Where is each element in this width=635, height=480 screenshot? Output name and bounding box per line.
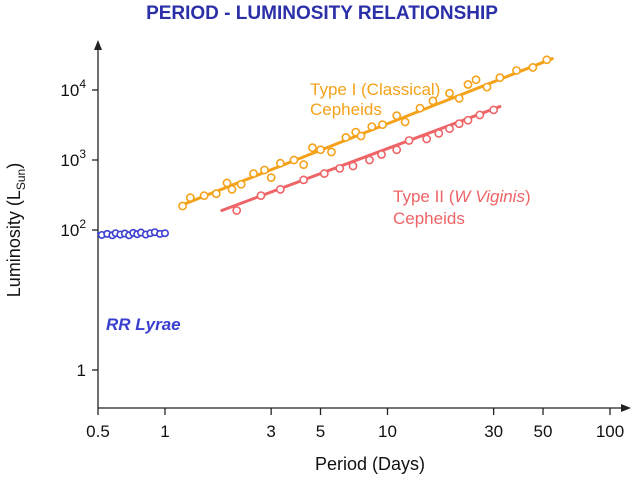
x-tick-label: 3 <box>266 422 275 441</box>
series-rr-lyrae <box>97 228 169 240</box>
type-1-cepheids-point <box>392 111 402 121</box>
type-1-cepheids-point <box>275 158 285 168</box>
type-2-cepheids-point <box>489 105 499 115</box>
type-2-cepheids-point <box>335 163 345 173</box>
type-1-cepheids-point <box>512 66 521 75</box>
type-2-cepheids-point <box>475 110 485 120</box>
x-axis-arrow <box>621 404 631 412</box>
type-1-cepheids-point <box>222 178 232 188</box>
type-2-cepheids-point <box>404 136 414 145</box>
type-1-cepheids-point <box>542 55 552 65</box>
type-1-cepheids-fit-line <box>181 57 554 207</box>
type-1-cepheids-point <box>445 88 454 98</box>
type-1-cepheids-point <box>454 93 464 103</box>
series-type-1-cepheids <box>178 55 554 211</box>
series-label-type-1-cepheids: Type I (Classical) <box>310 80 440 99</box>
series-label-type-2-cepheids: Cepheids <box>393 209 465 228</box>
y-tick-label: 103 <box>60 147 86 170</box>
type-1-cepheids-point <box>260 165 269 175</box>
y-axis-arrow <box>94 40 102 50</box>
type-1-cepheids-point <box>463 80 473 89</box>
y-axis: 1 102 103 104 Luminosity (LSun) <box>4 40 102 408</box>
type-1-cepheids-point <box>528 63 538 72</box>
type-1-cepheids-point <box>378 120 387 130</box>
plot-area <box>97 55 554 240</box>
type-1-cepheids-point <box>471 75 481 85</box>
series-type-2-cepheids <box>220 105 502 215</box>
y-ticks: 1 102 103 104 <box>60 77 98 380</box>
type-2-cepheids-fit-line <box>220 105 502 212</box>
type-2-cepheids-point <box>365 155 374 165</box>
y-tick-label: 104 <box>60 77 86 100</box>
x-tick-label: 100 <box>596 422 624 441</box>
type-1-cepheids-point <box>249 169 258 178</box>
x-tick-label: 30 <box>484 422 503 441</box>
type-1-cepheids-point <box>266 173 276 183</box>
type-2-cepheids-point <box>434 128 444 138</box>
y-tick-label: 102 <box>60 217 86 240</box>
x-tick-label: 1 <box>160 422 169 441</box>
type-1-cepheids-point <box>199 191 209 201</box>
chart-title: PERIOD - LUMINOSITY RELATIONSHIP <box>146 3 498 24</box>
type-1-cepheids-point <box>289 155 299 165</box>
type-1-cepheids-point <box>316 145 325 155</box>
y-axis-title: Luminosity (LSun) <box>4 163 28 297</box>
x-tick-label: 0.5 <box>86 422 110 441</box>
type-2-cepheids-point <box>348 161 358 171</box>
type-2-cepheids-point <box>299 175 309 185</box>
type-2-cepheids-point <box>377 150 386 159</box>
type-1-cepheids-point <box>482 82 492 92</box>
type-1-cepheids-point <box>495 73 505 83</box>
series-label-type-2-cepheids: Type II (W Viginis) <box>393 187 531 206</box>
type-1-cepheids-point <box>299 160 309 169</box>
type-2-cepheids-point <box>454 119 464 129</box>
type-2-cepheids-point <box>392 145 402 155</box>
x-tick-label: 50 <box>534 422 553 441</box>
type-1-cepheids-point <box>341 133 351 142</box>
x-axis-title: Period (Days) <box>315 454 425 474</box>
type-1-cepheids-point <box>185 193 195 203</box>
type-2-cepheids-point <box>256 191 266 201</box>
type-2-cepheids-point <box>422 134 432 144</box>
type-2-cepheids-point <box>319 169 329 178</box>
x-ticks: 0.5 1 3 5 10 30 50 100 <box>86 408 624 441</box>
x-tick-label: 5 <box>316 422 325 441</box>
type-1-cepheids-point <box>428 96 438 106</box>
type-2-cepheids-point <box>463 115 473 125</box>
rr-lyrae-point <box>160 229 169 238</box>
type-1-cepheids-point <box>227 185 237 194</box>
type-2-cepheids-point <box>232 206 242 215</box>
series-label-rr-lyrae: RR Lyrae <box>106 315 181 334</box>
x-tick-label: 10 <box>378 422 397 441</box>
type-1-cepheids-point <box>415 103 425 113</box>
type-2-cepheids-point <box>445 124 454 134</box>
type-1-cepheids-point <box>367 122 377 132</box>
type-2-cepheids-point <box>275 185 285 194</box>
type-1-cepheids-point <box>236 179 246 189</box>
type-1-cepheids-point <box>400 117 410 127</box>
y-tick-label: 1 <box>77 361 86 380</box>
type-1-cepheids-point <box>211 189 221 199</box>
type-1-cepheids-point <box>356 131 366 141</box>
type-1-cepheids-point <box>327 147 336 157</box>
type-1-cepheids-point <box>178 201 188 211</box>
x-axis: 0.5 1 3 5 10 30 50 100 Period (Days) <box>86 404 631 474</box>
series-label-type-1-cepheids: Cepheids <box>310 100 382 119</box>
type-1-cepheids-point <box>308 143 317 153</box>
